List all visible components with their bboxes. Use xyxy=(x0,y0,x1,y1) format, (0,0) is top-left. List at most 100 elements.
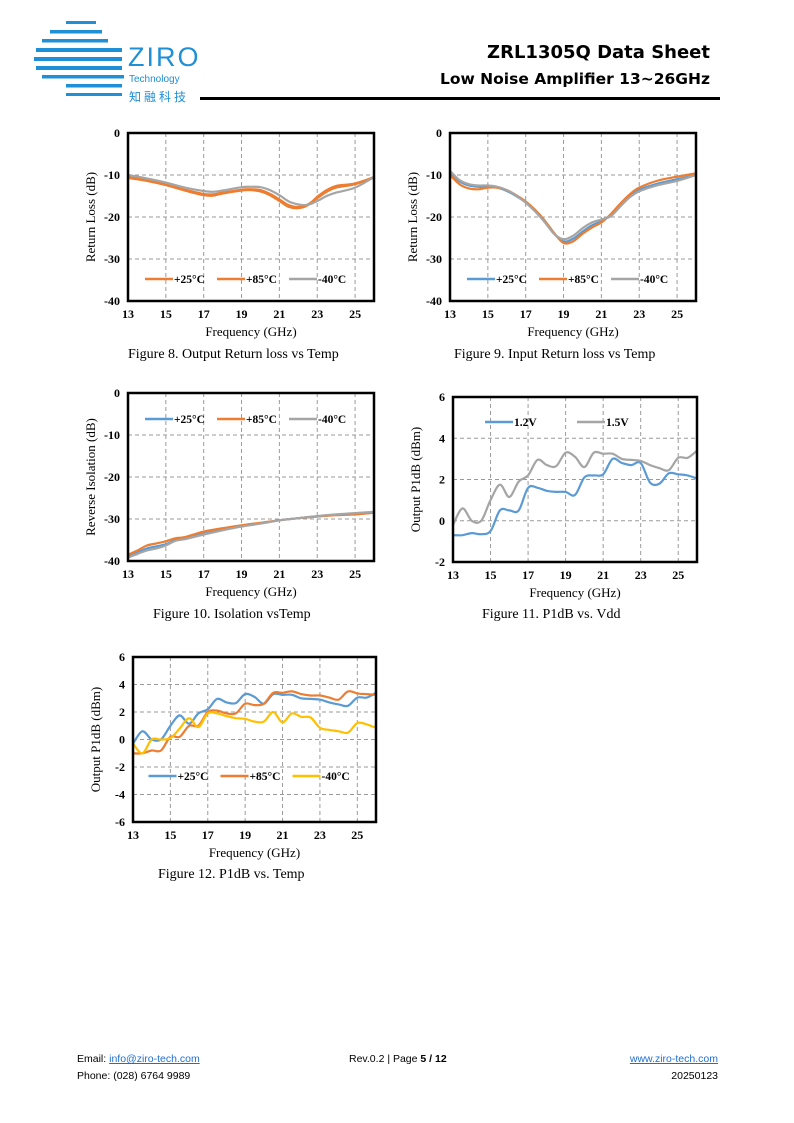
x-tick-label: 13 xyxy=(447,568,459,582)
legend-label: +25°C xyxy=(178,771,209,783)
document-subtitle: Low Noise Amplifier 13~26GHz xyxy=(439,70,710,88)
document-title: ZRL1305Q Data Sheet xyxy=(487,42,710,63)
legend-label: +85°C xyxy=(250,771,281,783)
x-tick-label: 13 xyxy=(444,307,456,321)
x-axis-label: Frequency (GHz) xyxy=(205,324,296,339)
legend-label: +25°C xyxy=(174,274,205,286)
x-tick-label: 19 xyxy=(236,307,248,321)
legend-item: +25°C xyxy=(145,274,205,286)
footer-email-link[interactable]: info@ziro-tech.com xyxy=(109,1053,200,1065)
figure-11-caption: Figure 11. P1dB vs. Vdd xyxy=(482,607,621,622)
footer-phone-label: Phone: xyxy=(77,1070,111,1082)
fig9-chart: 13 15 17 19 21 23 25 0 -10 -20 -30 -40 Frequency (GH… xyxy=(405,126,698,339)
legend-item: +85°C xyxy=(217,414,277,426)
y-tick-label: -30 xyxy=(426,252,442,266)
footer-phone: Phone: (028) 6764 9989 xyxy=(77,1070,190,1082)
y-axis-label: Return Loss (dB) xyxy=(405,172,420,262)
x-tick-label: 13 xyxy=(122,567,134,581)
legend-item: +25°C xyxy=(148,771,209,783)
y-tick-label: -2 xyxy=(115,760,125,774)
x-tick-label: 13 xyxy=(122,307,134,321)
x-tick-label: 21 xyxy=(273,567,285,581)
footer-email-label: Email: xyxy=(77,1053,107,1065)
y-tick-label: -20 xyxy=(426,210,442,224)
x-tick-label: 17 xyxy=(198,307,210,321)
x-tick-label: 23 xyxy=(635,568,647,582)
fig8-chart: 13 15 17 19 21 23 25 0 -10 -20 -30 -40 Frequency (GH… xyxy=(83,126,376,339)
footer-website: www.ziro-tech.com xyxy=(630,1053,718,1065)
legend-label: +25°C xyxy=(496,274,527,286)
y-tick-label: -30 xyxy=(104,512,120,526)
x-tick-label: 23 xyxy=(311,567,323,581)
logo-wordmark: ZIRO xyxy=(128,42,201,72)
legend-item: +25°C xyxy=(467,274,527,286)
y-tick-label: 0 xyxy=(114,126,120,140)
x-tick-label: 19 xyxy=(236,567,248,581)
y-tick-label: -40 xyxy=(104,554,120,568)
y-tick-label: -40 xyxy=(104,294,120,308)
y-tick-label: 4 xyxy=(439,431,445,445)
x-tick-label: 25 xyxy=(672,568,684,582)
logo-chinese-name: 知融科技 xyxy=(129,90,190,104)
series-line-3 xyxy=(127,510,375,559)
legend-label: -40°C xyxy=(318,414,346,426)
series-line-2 xyxy=(449,172,697,245)
y-tick-label: -10 xyxy=(104,168,120,182)
x-tick-label: 13 xyxy=(127,828,139,842)
x-tick-label: 15 xyxy=(482,307,494,321)
figure-10-caption: Figure 10. Isolation vsTemp xyxy=(153,607,311,622)
series-line-1 xyxy=(132,691,377,745)
x-tick-label: 25 xyxy=(351,828,363,842)
x-tick-label: 17 xyxy=(522,568,534,582)
legend-label: +85°C xyxy=(568,274,599,286)
x-tick-label: 23 xyxy=(311,307,323,321)
legend-item: -40°C xyxy=(292,771,350,783)
logo-subtitle: Technology xyxy=(129,74,180,85)
x-tick-label: 21 xyxy=(597,568,609,582)
plot-frame xyxy=(448,131,698,303)
series-line-1 xyxy=(452,457,698,537)
series-line-2 xyxy=(452,449,698,526)
legend-item: -40°C xyxy=(289,274,346,286)
x-tick-label: 21 xyxy=(595,307,607,321)
legend-item: -40°C xyxy=(289,414,346,426)
figure-8-caption: Figure 8. Output Return loss vs Temp xyxy=(128,347,339,362)
series-line-1 xyxy=(449,172,697,243)
x-tick-label: 21 xyxy=(273,307,285,321)
x-tick-label: 25 xyxy=(349,567,361,581)
y-tick-label: -4 xyxy=(115,788,125,802)
fig12-chart: 13 15 17 19 21 23 25 6 4 2 0 -2 -4 -6 Frequency (GHz) O… xyxy=(88,650,378,860)
series-line-3 xyxy=(127,173,375,207)
x-tick-label: 19 xyxy=(560,568,572,582)
footer-email: Email: info@ziro-tech.com xyxy=(77,1053,200,1065)
figure-9-caption: Figure 9. Input Return loss vs Temp xyxy=(454,347,656,362)
ziro-logo-icon xyxy=(34,21,124,96)
series-line-3 xyxy=(132,710,377,755)
footer-page-info: Rev.0.2 | Page 5 / 12 xyxy=(349,1053,447,1065)
x-tick-label: 15 xyxy=(164,828,176,842)
x-tick-label: 17 xyxy=(202,828,214,842)
legend-label: 1.2V xyxy=(514,417,537,429)
y-tick-label: 2 xyxy=(439,473,445,487)
footer-website-link[interactable]: www.ziro-tech.com xyxy=(629,1053,718,1065)
footer-phone-number: (028) 6764 9989 xyxy=(113,1070,191,1082)
x-tick-label: 23 xyxy=(633,307,645,321)
legend-label: 1.5V xyxy=(606,417,629,429)
y-tick-label: 2 xyxy=(119,705,125,719)
legend-label: -40°C xyxy=(640,274,668,286)
x-tick-label: 25 xyxy=(349,307,361,321)
y-tick-label: -40 xyxy=(426,294,442,308)
x-tick-label: 23 xyxy=(314,828,326,842)
y-tick-label: -20 xyxy=(104,470,120,484)
x-tick-label: 21 xyxy=(277,828,289,842)
legend-item: +85°C xyxy=(217,274,277,286)
legend-label: +85°C xyxy=(246,414,277,426)
legend-label: +25°C xyxy=(174,414,205,426)
x-axis-label: Frequency (GHz) xyxy=(527,324,618,339)
fig11-chart: 13 15 17 19 21 23 25 6 4 2 0 -2 Frequency (GHz) Outpu… xyxy=(408,390,699,600)
legend-item: +25°C xyxy=(145,414,205,426)
x-tick-label: 15 xyxy=(160,567,172,581)
legend-label: +85°C xyxy=(246,274,277,286)
legend-item: +85°C xyxy=(220,771,281,783)
